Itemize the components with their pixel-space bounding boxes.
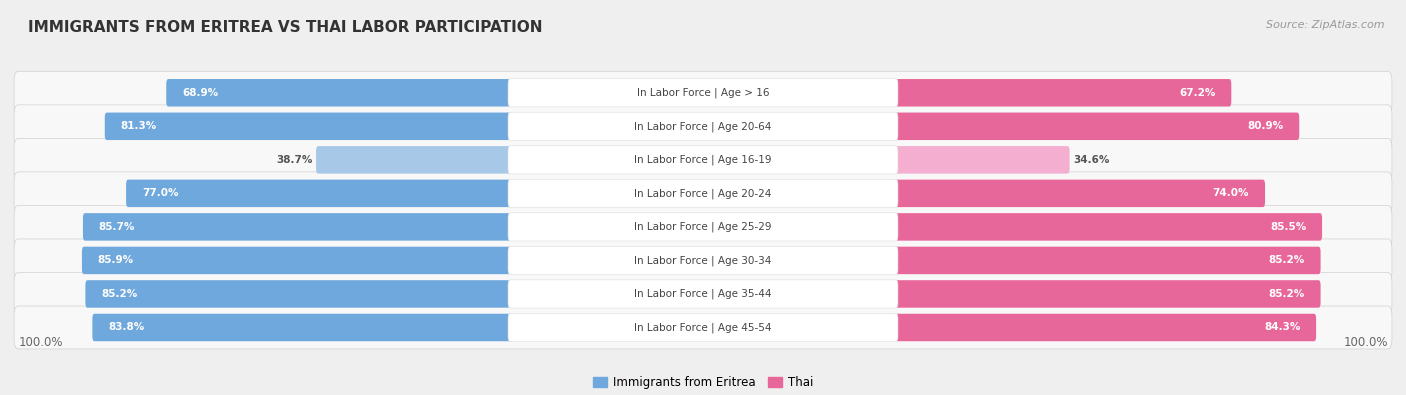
Text: IMMIGRANTS FROM ERITREA VS THAI LABOR PARTICIPATION: IMMIGRANTS FROM ERITREA VS THAI LABOR PA…: [28, 20, 543, 35]
FancyBboxPatch shape: [894, 314, 1316, 341]
Text: In Labor Force | Age > 16: In Labor Force | Age > 16: [637, 88, 769, 98]
Text: 84.3%: 84.3%: [1264, 322, 1301, 333]
Text: 81.3%: 81.3%: [121, 121, 157, 131]
Text: 85.2%: 85.2%: [1268, 289, 1305, 299]
FancyBboxPatch shape: [894, 146, 1070, 173]
Text: 100.0%: 100.0%: [18, 336, 63, 349]
Text: 85.2%: 85.2%: [1268, 256, 1305, 265]
FancyBboxPatch shape: [508, 213, 898, 241]
FancyBboxPatch shape: [83, 213, 512, 241]
FancyBboxPatch shape: [14, 138, 1392, 181]
FancyBboxPatch shape: [894, 113, 1299, 140]
FancyBboxPatch shape: [14, 239, 1392, 282]
FancyBboxPatch shape: [14, 172, 1392, 215]
Text: In Labor Force | Age 20-64: In Labor Force | Age 20-64: [634, 121, 772, 132]
Text: 85.9%: 85.9%: [98, 256, 134, 265]
FancyBboxPatch shape: [166, 79, 512, 107]
FancyBboxPatch shape: [894, 180, 1265, 207]
FancyBboxPatch shape: [894, 280, 1320, 308]
FancyBboxPatch shape: [86, 280, 512, 308]
FancyBboxPatch shape: [894, 246, 1320, 274]
Legend: Immigrants from Eritrea, Thai: Immigrants from Eritrea, Thai: [588, 371, 818, 393]
FancyBboxPatch shape: [105, 113, 512, 140]
Text: In Labor Force | Age 16-19: In Labor Force | Age 16-19: [634, 154, 772, 165]
FancyBboxPatch shape: [508, 79, 898, 107]
Text: 80.9%: 80.9%: [1247, 121, 1284, 131]
Text: In Labor Force | Age 45-54: In Labor Force | Age 45-54: [634, 322, 772, 333]
Text: In Labor Force | Age 35-44: In Labor Force | Age 35-44: [634, 289, 772, 299]
FancyBboxPatch shape: [894, 213, 1322, 241]
Text: In Labor Force | Age 30-34: In Labor Force | Age 30-34: [634, 255, 772, 266]
Text: 85.7%: 85.7%: [98, 222, 135, 232]
FancyBboxPatch shape: [127, 180, 512, 207]
Text: In Labor Force | Age 20-24: In Labor Force | Age 20-24: [634, 188, 772, 199]
Text: 85.5%: 85.5%: [1270, 222, 1306, 232]
Text: 68.9%: 68.9%: [183, 88, 218, 98]
FancyBboxPatch shape: [14, 205, 1392, 248]
FancyBboxPatch shape: [93, 314, 512, 341]
FancyBboxPatch shape: [894, 79, 1232, 107]
FancyBboxPatch shape: [508, 146, 898, 174]
Text: 38.7%: 38.7%: [276, 155, 312, 165]
FancyBboxPatch shape: [82, 246, 512, 274]
FancyBboxPatch shape: [14, 71, 1392, 114]
Text: 100.0%: 100.0%: [1343, 336, 1388, 349]
Text: 34.6%: 34.6%: [1073, 155, 1109, 165]
FancyBboxPatch shape: [508, 246, 898, 275]
FancyBboxPatch shape: [508, 280, 898, 308]
FancyBboxPatch shape: [508, 179, 898, 207]
FancyBboxPatch shape: [14, 306, 1392, 349]
Text: Source: ZipAtlas.com: Source: ZipAtlas.com: [1267, 20, 1385, 30]
FancyBboxPatch shape: [14, 105, 1392, 148]
Text: 74.0%: 74.0%: [1213, 188, 1249, 198]
Text: 85.2%: 85.2%: [101, 289, 138, 299]
FancyBboxPatch shape: [316, 146, 512, 173]
FancyBboxPatch shape: [508, 313, 898, 342]
Text: In Labor Force | Age 25-29: In Labor Force | Age 25-29: [634, 222, 772, 232]
FancyBboxPatch shape: [14, 273, 1392, 316]
Text: 67.2%: 67.2%: [1180, 88, 1215, 98]
Text: 77.0%: 77.0%: [142, 188, 179, 198]
FancyBboxPatch shape: [508, 112, 898, 140]
Text: 83.8%: 83.8%: [108, 322, 145, 333]
